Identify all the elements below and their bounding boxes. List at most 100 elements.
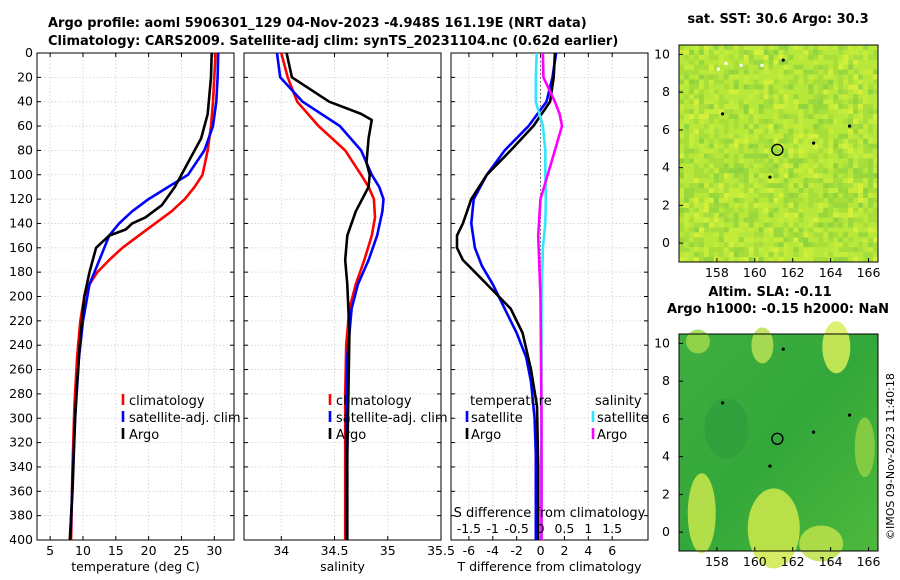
- sst-cell: [778, 123, 784, 130]
- sst-cell: [763, 79, 769, 85]
- sst-cell: [853, 143, 859, 149]
- sst-cell: [793, 158, 799, 164]
- sst-cell: [748, 99, 754, 105]
- sst-cell: [873, 173, 879, 179]
- sst-cell: [863, 232, 869, 238]
- argo-position-marker: [771, 143, 784, 156]
- sst-cell: [778, 74, 784, 80]
- sst-cell: [838, 79, 844, 85]
- sst-cell: [793, 188, 799, 194]
- series-line-satellite-adj-clim: [69, 52, 220, 541]
- sst-cell: [833, 217, 839, 223]
- sst-cell: [803, 143, 809, 149]
- sst-cell: [803, 168, 809, 174]
- sst-cell: [738, 74, 744, 80]
- sst-cell: [733, 104, 739, 110]
- sst-cell: [803, 192, 809, 199]
- sst-cell: [803, 183, 809, 189]
- missing-cell: [739, 63, 743, 67]
- sst-cell: [803, 212, 809, 218]
- sst-cell: [823, 89, 829, 95]
- sst-cell: [813, 257, 819, 263]
- y-tick-label: 240: [9, 337, 33, 352]
- sst-cell: [853, 148, 859, 154]
- sst-cell: [788, 64, 794, 70]
- sst-cell: [853, 257, 859, 263]
- sst-cell: [758, 64, 764, 70]
- sst-cell: [848, 104, 854, 110]
- sst-cell: [823, 173, 829, 179]
- sst-cell: [848, 138, 854, 144]
- sst-cell: [728, 168, 735, 174]
- x-tick-label: 164: [819, 265, 843, 280]
- sst-cell: [818, 217, 824, 223]
- sst-cell: [778, 227, 784, 233]
- sst-cell: [713, 49, 720, 56]
- sst-cell: [778, 84, 784, 90]
- sst-cell: [693, 178, 700, 184]
- sst-cell: [753, 183, 759, 189]
- sst-cell: [858, 45, 864, 51]
- sst-cell: [823, 59, 829, 66]
- sst-cell: [688, 123, 695, 130]
- sst-cell: [723, 212, 730, 218]
- sst-cell: [803, 114, 809, 120]
- sst-cell: [748, 178, 754, 184]
- sst-cell: [733, 118, 739, 125]
- sst-cell: [713, 158, 720, 164]
- sst-cell: [768, 163, 774, 169]
- sst-cell: [873, 128, 879, 135]
- sst-cell: [679, 173, 685, 179]
- sst-cell: [693, 212, 700, 218]
- sst-cell: [788, 89, 794, 95]
- sst-cell: [713, 45, 720, 51]
- sst-cell: [783, 232, 789, 238]
- sst-cell: [833, 178, 839, 184]
- sst-cell: [773, 59, 779, 66]
- sst-cell: [778, 237, 784, 243]
- sst-cell: [723, 188, 730, 194]
- sst-cell: [853, 202, 859, 209]
- sst-cell: [718, 94, 725, 100]
- sst-cell: [873, 69, 879, 75]
- sst-cell: [679, 257, 685, 263]
- sst-cell: [823, 74, 829, 80]
- sst-cell: [838, 237, 844, 243]
- sst-cell: [718, 222, 725, 228]
- sst-cell: [733, 94, 739, 100]
- sst-cell: [763, 104, 769, 110]
- sst-cell: [753, 232, 759, 238]
- sst-cell: [758, 158, 764, 164]
- sst-cell: [698, 188, 705, 194]
- sst-cell: [768, 217, 774, 223]
- sst-cell: [693, 217, 700, 223]
- sst-cell: [863, 49, 869, 56]
- sst-cell: [703, 84, 710, 90]
- sst-cell: [793, 123, 799, 130]
- sst-cell: [753, 257, 759, 263]
- sst-cell: [868, 232, 874, 238]
- sst-cell: [843, 84, 849, 90]
- sst-cell: [868, 84, 874, 90]
- sst-cell: [798, 197, 804, 204]
- sst-cell: [713, 237, 720, 243]
- sst-cell: [868, 178, 874, 184]
- sst-cell: [803, 257, 809, 263]
- sst-cell: [823, 257, 829, 263]
- sst-cell: [838, 45, 844, 51]
- sst-cell: [718, 212, 725, 218]
- sst-cell: [679, 227, 685, 233]
- sst-cell: [818, 247, 824, 253]
- sst-cell: [703, 222, 710, 228]
- series-line-temperature-satellite: [469, 52, 558, 540]
- sst-cell: [863, 212, 869, 218]
- sst-cell: [788, 202, 794, 209]
- sst-cell: [723, 257, 730, 263]
- sst-cell: [773, 257, 779, 263]
- sst-cell: [713, 143, 720, 149]
- sst-cell: [698, 59, 705, 66]
- sst-cell: [823, 227, 829, 233]
- sst-cell: [703, 178, 710, 184]
- sst-cell: [823, 94, 829, 100]
- sst-cell: [828, 247, 834, 253]
